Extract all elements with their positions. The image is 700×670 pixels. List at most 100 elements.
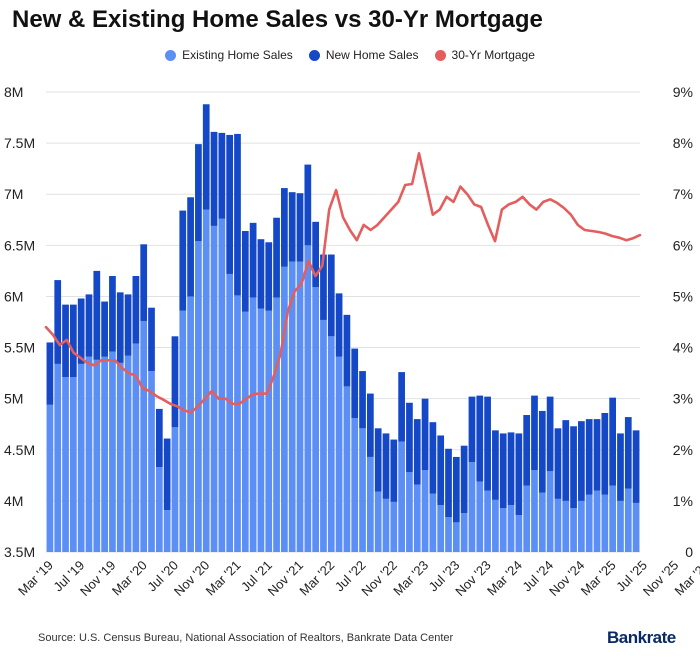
bar-new-home-sales bbox=[140, 244, 148, 321]
bar-new-home-sales bbox=[77, 298, 85, 364]
bar-new-home-sales bbox=[507, 432, 515, 505]
bar-new-home-sales bbox=[585, 419, 593, 495]
legend-label-new: New Home Sales bbox=[325, 48, 419, 62]
bar-new-home-sales bbox=[624, 417, 632, 489]
bar-new-home-sales bbox=[179, 210, 187, 311]
bar-existing-home-sales bbox=[538, 492, 546, 552]
bar-existing-home-sales bbox=[171, 427, 179, 552]
bar-existing-home-sales bbox=[312, 287, 320, 552]
bar-existing-home-sales bbox=[359, 428, 366, 552]
y-left-tick-label: 6M bbox=[4, 288, 23, 304]
bar-new-home-sales bbox=[554, 428, 562, 499]
bar-new-home-sales bbox=[429, 422, 437, 494]
bar-new-home-sales bbox=[406, 402, 413, 473]
source-note: Source: U.S. Census Bureau, National Ass… bbox=[38, 632, 454, 644]
bar-new-home-sales bbox=[538, 410, 546, 493]
bar-new-home-sales bbox=[85, 294, 93, 357]
mortgage-rate-line bbox=[44, 152, 642, 414]
bar-new-home-sales bbox=[609, 397, 617, 486]
legend-swatch-mortgage bbox=[434, 49, 446, 61]
y-right-tick-label: 1% bbox=[673, 493, 693, 509]
bar-existing-home-sales bbox=[327, 336, 335, 552]
bar-new-home-sales bbox=[241, 231, 249, 312]
bar-existing-home-sales bbox=[374, 491, 382, 552]
bar-new-home-sales bbox=[124, 294, 132, 356]
y-right-tick-label: 0 bbox=[685, 544, 693, 560]
bar-existing-home-sales bbox=[507, 504, 515, 552]
bar-existing-home-sales bbox=[304, 245, 312, 553]
bars bbox=[46, 104, 640, 553]
bar-new-home-sales bbox=[226, 134, 234, 274]
bar-new-home-sales bbox=[390, 439, 398, 502]
bar-new-home-sales bbox=[234, 133, 241, 296]
x-tick-label: Mar '21 bbox=[203, 558, 244, 599]
bar-existing-home-sales bbox=[382, 498, 390, 552]
bar-existing-home-sales bbox=[179, 310, 187, 552]
bar-new-home-sales bbox=[210, 131, 218, 226]
bar-new-home-sales bbox=[593, 419, 601, 491]
bar-new-home-sales bbox=[296, 193, 304, 262]
bar-new-home-sales bbox=[187, 197, 194, 297]
bar-new-home-sales bbox=[265, 242, 273, 311]
bar-existing-home-sales bbox=[554, 498, 562, 552]
bar-new-home-sales bbox=[476, 395, 484, 482]
bar-existing-home-sales bbox=[445, 517, 452, 552]
bar-existing-home-sales bbox=[492, 499, 499, 552]
bar-new-home-sales bbox=[531, 395, 538, 471]
bar-existing-home-sales bbox=[585, 494, 593, 552]
bar-existing-home-sales bbox=[234, 295, 241, 552]
legend-swatch-existing bbox=[165, 49, 177, 61]
y-right-tick-label: 4% bbox=[673, 340, 693, 356]
bar-new-home-sales bbox=[101, 301, 108, 357]
legend-swatch-new bbox=[308, 49, 320, 61]
bar-existing-home-sales bbox=[93, 359, 101, 552]
bar-existing-home-sales bbox=[578, 500, 585, 552]
bar-new-home-sales bbox=[374, 428, 382, 492]
bar-new-home-sales bbox=[171, 336, 179, 428]
bar-existing-home-sales bbox=[351, 418, 359, 552]
bar-new-home-sales bbox=[46, 342, 54, 405]
legend-label-existing: Existing Home Sales bbox=[182, 48, 293, 62]
bar-existing-home-sales bbox=[281, 266, 288, 552]
bar-existing-home-sales bbox=[257, 308, 265, 552]
bar-existing-home-sales bbox=[515, 515, 523, 552]
bar-new-home-sales bbox=[445, 448, 452, 518]
bar-existing-home-sales bbox=[343, 386, 351, 552]
bar-new-home-sales bbox=[304, 164, 312, 246]
bar-new-home-sales bbox=[54, 280, 62, 364]
bar-existing-home-sales bbox=[437, 504, 445, 552]
bar-existing-home-sales bbox=[226, 273, 234, 552]
bar-existing-home-sales bbox=[632, 502, 640, 552]
bar-existing-home-sales bbox=[265, 310, 273, 552]
x-tick-label: Mar '20 bbox=[109, 558, 150, 599]
bar-existing-home-sales bbox=[132, 343, 140, 552]
bar-new-home-sales bbox=[249, 222, 257, 298]
bar-existing-home-sales bbox=[429, 493, 437, 552]
bar-existing-home-sales bbox=[413, 484, 421, 552]
legend-item-existing: Existing Home Sales bbox=[165, 48, 293, 62]
x-tick-label: Mar '19 bbox=[15, 558, 56, 599]
bar-new-home-sales bbox=[195, 144, 202, 242]
bar-new-home-sales bbox=[155, 408, 163, 468]
bar-existing-home-sales bbox=[570, 508, 577, 552]
bar-existing-home-sales bbox=[476, 481, 484, 552]
chart-title: New & Existing Home Sales vs 30-Yr Mortg… bbox=[12, 6, 543, 33]
bar-new-home-sales bbox=[351, 348, 359, 419]
y-left-tick-label: 4M bbox=[4, 493, 23, 509]
bar-new-home-sales bbox=[148, 307, 155, 372]
bar-existing-home-sales bbox=[624, 488, 632, 552]
bar-new-home-sales bbox=[499, 433, 507, 509]
bar-existing-home-sales bbox=[155, 467, 163, 552]
bar-existing-home-sales bbox=[85, 356, 93, 552]
bar-existing-home-sales bbox=[210, 225, 218, 552]
bar-existing-home-sales bbox=[54, 363, 62, 552]
bar-new-home-sales bbox=[437, 435, 445, 505]
bar-existing-home-sales bbox=[218, 218, 226, 552]
bar-existing-home-sales bbox=[468, 462, 476, 552]
x-tick-label: Mar '22 bbox=[296, 558, 337, 599]
bar-existing-home-sales bbox=[320, 319, 327, 552]
bar-existing-home-sales bbox=[609, 485, 617, 552]
bar-new-home-sales bbox=[452, 456, 460, 523]
bar-existing-home-sales bbox=[77, 363, 85, 552]
bar-new-home-sales bbox=[163, 438, 171, 511]
